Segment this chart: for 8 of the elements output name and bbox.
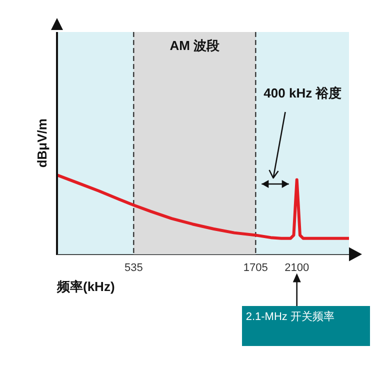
x-tick-label: 1705	[243, 262, 268, 274]
band-label: AM 波段	[170, 38, 221, 54]
text: 400 kHz 裕度	[264, 86, 342, 101]
text: 2.1-MHz 开关频率	[242, 306, 370, 346]
x-tick-label: 535	[124, 262, 143, 274]
x-axis-title: 频率(kHz)	[56, 278, 115, 294]
y-axis-title: dBμV/m	[34, 118, 50, 168]
x-tick-label: 2100	[284, 262, 310, 274]
